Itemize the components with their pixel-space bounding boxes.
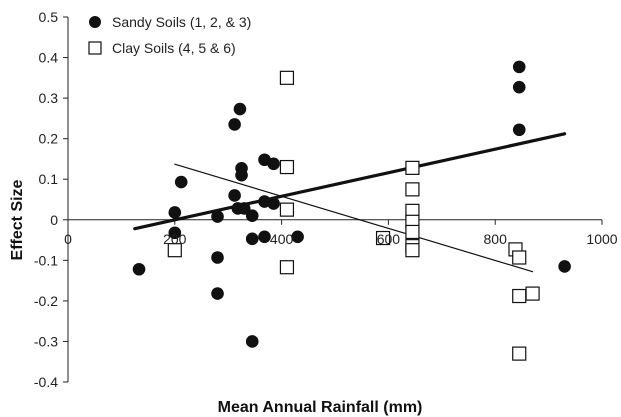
legend-label-clay: Clay Soils (4, 5 & 6) <box>112 40 236 56</box>
tick-labels-layer: 0.5 0.4 0.3 0.2 0.1 0 -0.1 -0.2 -0.3 -0.4 0 200 400 6… <box>34 9 618 390</box>
y-tick-label: -0.4 <box>34 374 58 390</box>
y-tick-label: 0.5 <box>39 9 59 25</box>
legend: Sandy Soils (1, 2, & 3) Clay Soils (4, 5… <box>88 14 251 56</box>
data-point-clay <box>405 182 420 197</box>
data-point-sandy <box>267 197 280 210</box>
legend-marker-clay <box>88 41 102 55</box>
trendline-clay <box>174 163 534 273</box>
x-tick-label: 800 <box>484 231 508 247</box>
data-point-sandy <box>512 123 526 137</box>
legend-marker-sandy <box>89 16 101 28</box>
data-point-sandy <box>235 168 248 182</box>
y-axis-title: Effect Size <box>9 179 26 260</box>
data-point-sandy <box>245 335 259 348</box>
data-point-clay <box>167 243 182 258</box>
data-point-sandy <box>258 230 271 244</box>
y-tick-label: 0.3 <box>39 90 59 106</box>
data-point-clay <box>279 202 295 217</box>
data-point-sandy <box>233 102 247 116</box>
y-tick-label: 0.1 <box>39 171 59 187</box>
axes-layer <box>63 16 603 383</box>
data-point-clay <box>525 286 540 301</box>
data-point-clay <box>512 250 527 265</box>
data-point-sandy <box>132 262 146 276</box>
y-tick-label: -0.1 <box>34 252 58 268</box>
data-point-sandy <box>211 251 224 264</box>
y-tick-label: 0 <box>50 212 58 228</box>
data-point-sandy <box>267 157 280 171</box>
data-point-clay <box>405 243 420 258</box>
data-point-sandy <box>245 209 259 223</box>
data-point-sandy <box>168 206 182 219</box>
trendlines-layer <box>133 132 567 273</box>
data-point-sandy <box>512 60 526 74</box>
data-point-sandy <box>512 80 526 94</box>
y-tick-label: 0.4 <box>39 50 59 66</box>
data-point-sandy <box>211 210 224 223</box>
x-axis-title: Mean Annual Rainfall (mm) <box>218 399 423 416</box>
x-tick-label: 1000 <box>586 231 617 247</box>
data-point-clay <box>279 70 295 85</box>
data-point-sandy <box>237 202 251 215</box>
data-point-sandy <box>245 232 259 246</box>
x-tick-label: 600 <box>377 231 401 247</box>
y-tick-label: 0.2 <box>39 131 59 147</box>
x-tick-label: 200 <box>163 231 187 247</box>
data-point-sandy <box>228 189 241 202</box>
data-point-sandy <box>228 118 241 131</box>
x-tick-label: 0 <box>64 231 72 247</box>
legend-label-sandy: Sandy Soils (1, 2, & 3) <box>112 14 251 30</box>
y-tick-label: -0.2 <box>34 293 58 309</box>
trendline-sandy <box>133 132 567 231</box>
y-tick-label: -0.3 <box>34 333 58 349</box>
data-point-clay <box>375 230 391 246</box>
data-point-clay <box>512 346 527 361</box>
x-tick-label: 400 <box>270 231 294 247</box>
data-point-clay <box>405 160 420 175</box>
data-point-clay <box>279 260 295 275</box>
data-point-sandy <box>174 175 188 189</box>
data-point-sandy <box>291 230 304 244</box>
data-point-clay <box>279 159 295 175</box>
points-layer <box>132 60 571 361</box>
data-point-sandy <box>558 260 571 273</box>
data-point-clay <box>512 288 527 304</box>
data-point-sandy <box>168 226 182 240</box>
data-point-clay <box>405 224 420 240</box>
data-point-sandy <box>211 287 224 300</box>
